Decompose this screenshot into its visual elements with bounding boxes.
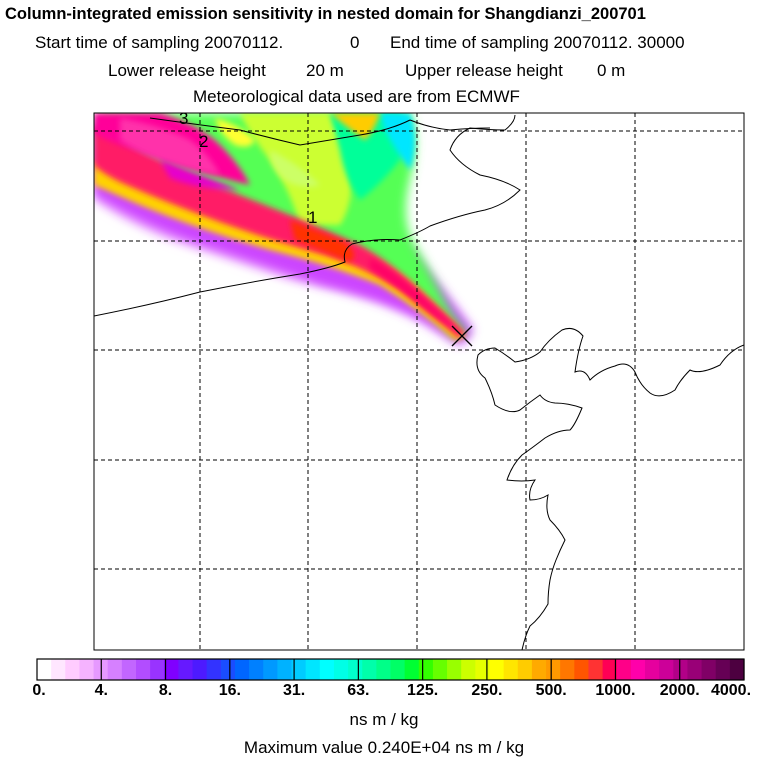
colorbar-tick-label: 125. <box>407 682 439 699</box>
colorbar-tick-label: 8. <box>158 682 173 699</box>
colorbar-swatch <box>447 659 462 680</box>
colorbar-tick-label: 16. <box>218 682 241 699</box>
colorbar <box>37 659 745 680</box>
meteorological-data-note: Meteorological data used are from ECMWF <box>193 87 520 106</box>
colorbar-tick-label: 250. <box>471 682 503 699</box>
colorbar-swatch <box>333 659 349 680</box>
colorbar-swatch <box>687 659 703 680</box>
colorbar-swatch <box>418 659 434 680</box>
start-time-hms: 0 <box>350 33 360 52</box>
colorbar-swatch <box>362 659 377 680</box>
colorbar-swatch <box>560 659 575 680</box>
colorbar-swatch <box>263 659 278 680</box>
colorbar-tick-label: 2000. <box>659 682 700 699</box>
colorbar-swatch <box>602 659 618 680</box>
colorbar-swatch <box>277 659 293 680</box>
colorbar-swatch <box>673 659 689 680</box>
colorbar-swatch <box>206 659 222 680</box>
colorbar-swatch <box>348 659 363 680</box>
colorbar-swatch <box>107 659 123 680</box>
colorbar-swatch <box>178 659 194 680</box>
colorbar-swatch <box>305 659 321 680</box>
colorbar-swatch <box>475 659 491 680</box>
colorbar-swatch <box>249 659 264 680</box>
maximum-value: Maximum value 0.240E+04 ns m / kg <box>243 738 525 757</box>
colorbar-tick-label: 4. <box>94 682 108 699</box>
colorbar-swatch <box>489 659 505 680</box>
lat-lon-grid <box>94 113 744 650</box>
colorbar-swatch <box>630 659 646 680</box>
colorbar-swatch <box>517 659 533 680</box>
colorbar-tick-label: 4000. <box>710 682 752 699</box>
colorbar-swatch <box>659 659 674 680</box>
colorbar-swatch <box>220 659 236 680</box>
colorbar-tick-label: 63. <box>347 682 370 699</box>
colorbar-swatch <box>135 659 151 680</box>
plot-title: Column-integrated emission sensitivity i… <box>5 5 646 23</box>
colorbar-swatch <box>588 659 604 680</box>
trajectory-marker-3: 3 <box>179 109 188 128</box>
colorbar-swatch <box>503 659 519 680</box>
colorbar-swatch <box>616 659 632 680</box>
colorbar-swatch <box>150 659 165 680</box>
trajectory-marker-2: 2 <box>199 132 208 151</box>
colorbar-swatch <box>65 659 81 680</box>
colorbar-swatch <box>715 659 731 680</box>
trajectory-marker-1: 1 <box>308 208 317 227</box>
colorbar-swatch <box>234 659 250 680</box>
map-frame <box>93 112 745 651</box>
colorbar-swatch <box>121 659 137 680</box>
colorbar-frame <box>36 658 745 681</box>
colorbar-swatch <box>461 659 476 680</box>
colorbar-swatch <box>432 659 448 680</box>
colorbar-tick-label: 500. <box>535 682 567 699</box>
colorbar-swatch <box>645 659 660 680</box>
lower-height-value: 20 m <box>306 61 344 80</box>
colorbar-swatch <box>531 659 547 680</box>
colorbar-swatch <box>79 659 95 680</box>
colorbar-swatch <box>37 659 52 680</box>
colorbar-swatch <box>701 659 717 680</box>
coastlines <box>94 114 744 650</box>
upper-height-label: Upper release height <box>405 61 563 80</box>
colorbar-swatch <box>192 659 208 680</box>
colorbar-swatch <box>574 659 590 680</box>
colorbar-swatch <box>390 659 406 680</box>
colorbar-swatch <box>51 659 66 680</box>
colorbar-swatch <box>404 659 420 680</box>
colorbar-swatch <box>291 659 307 680</box>
colorbar-swatch <box>164 659 179 680</box>
colorbar-swatch <box>319 659 335 680</box>
lower-height-label: Lower release height <box>108 61 266 80</box>
receptor-marker <box>451 325 473 347</box>
colorbar-swatch <box>729 659 745 680</box>
end-time-label: End time of sampling 20070112. 30000 <box>390 33 685 52</box>
colorbar-tick-label: 0. <box>32 682 46 699</box>
sensitivity-field <box>94 113 473 345</box>
colorbar-swatch <box>376 659 392 680</box>
upper-height-value: 0 m <box>597 61 626 80</box>
colorbar-swatch <box>546 659 561 680</box>
colorbar-tick-label: 31. <box>282 682 306 699</box>
start-time-label: Start time of sampling 20070112. <box>35 33 284 52</box>
colorbar-tick-label: 1000. <box>595 682 636 699</box>
colorbar-units: ns m / kg <box>349 710 419 729</box>
